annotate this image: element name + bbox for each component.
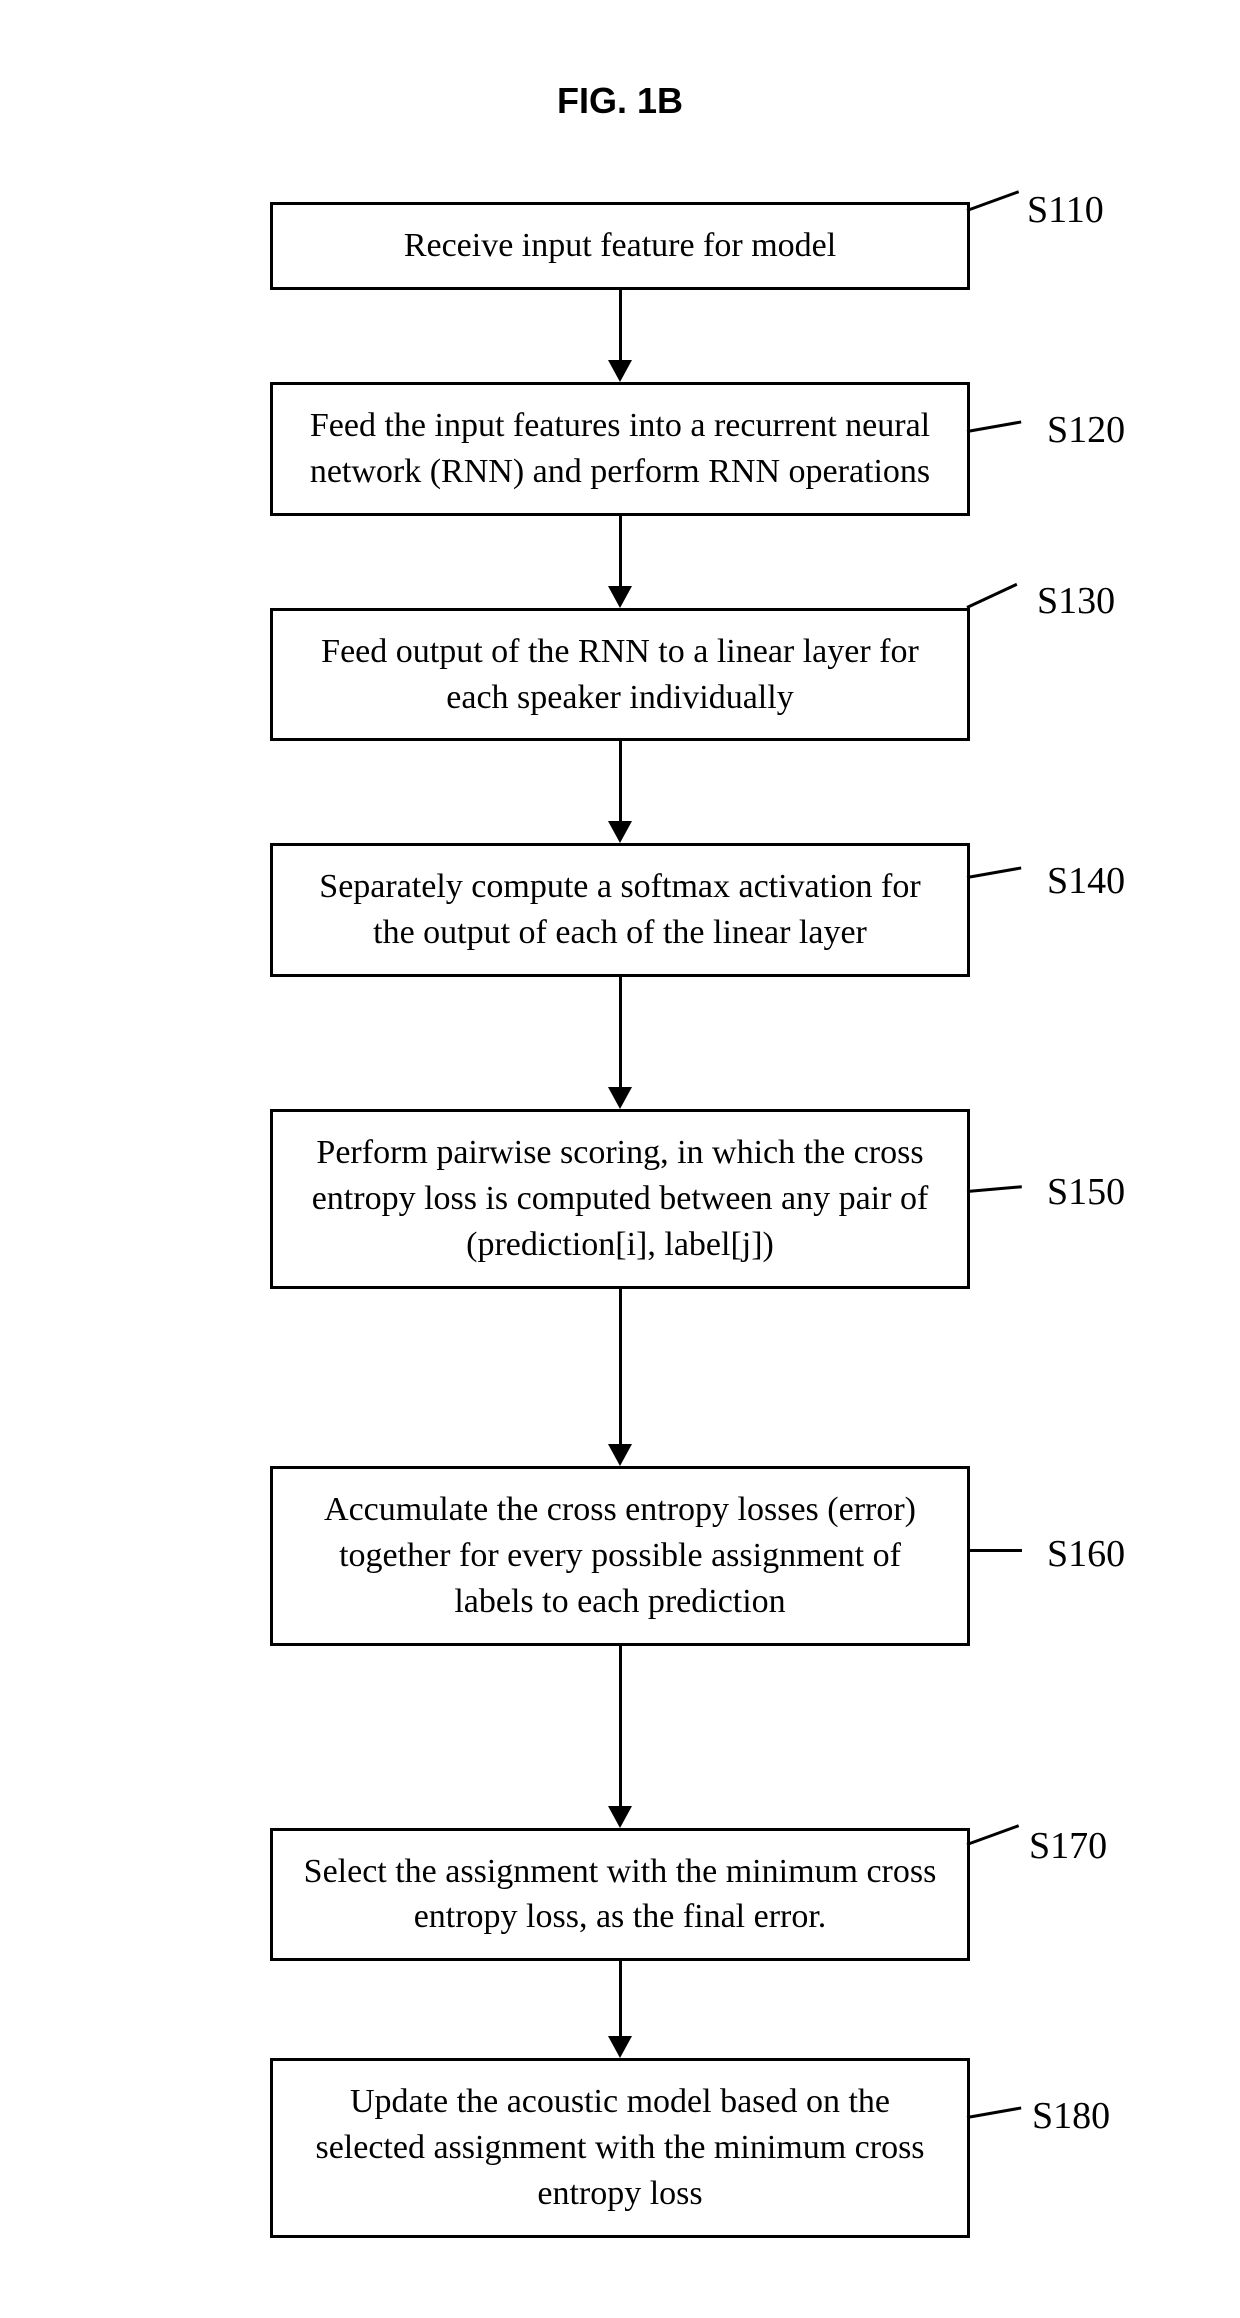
flow-step-s140: Separately compute a softmax activation …: [0, 843, 1240, 977]
step-label: S150: [1047, 1167, 1125, 1218]
arrow-head-icon: [608, 1444, 632, 1466]
flow-step-s110: Receive input feature for modelS110: [0, 202, 1240, 290]
label-connector-line: [967, 1549, 1022, 1552]
flow-arrow: [608, 516, 632, 608]
flow-step-s160: Accumulate the cross entropy losses (err…: [0, 1466, 1240, 1646]
flow-step-s170: Select the assignment with the minimum c…: [0, 1828, 1240, 1962]
label-connector-line: [967, 1185, 1022, 1193]
step-label: S110: [1027, 185, 1104, 236]
flow-step-s120: Feed the input features into a recurrent…: [0, 382, 1240, 516]
flow-step-s150: Perform pairwise scoring, in which the c…: [0, 1109, 1240, 1289]
step-text: Feed the input features into a recurrent…: [303, 403, 937, 495]
flowchart-container: Receive input feature for modelS110 Feed …: [0, 202, 1240, 2238]
step-box-s160: Accumulate the cross entropy losses (err…: [270, 1466, 970, 1646]
label-connector-line: [966, 190, 1019, 212]
flow-arrow: [608, 977, 632, 1109]
step-text: Feed output of the RNN to a linear layer…: [303, 629, 937, 721]
figure-title: FIG. 1B: [0, 80, 1240, 122]
flow-arrow: [608, 290, 632, 382]
step-box-s150: Perform pairwise scoring, in which the c…: [270, 1109, 970, 1289]
flow-arrow: [608, 741, 632, 843]
arrow-line: [619, 741, 622, 821]
arrow-line: [619, 1646, 622, 1806]
step-box-s140: Separately compute a softmax activation …: [270, 843, 970, 977]
step-box-s170: Select the assignment with the minimum c…: [270, 1828, 970, 1962]
label-connector-line: [967, 867, 1022, 880]
arrow-head-icon: [608, 821, 632, 843]
arrow-head-icon: [608, 360, 632, 382]
arrow-line: [619, 1961, 622, 2036]
step-text: Update the acoustic model based on the s…: [303, 2079, 937, 2217]
step-box-s120: Feed the input features into a recurrent…: [270, 382, 970, 516]
step-text: Separately compute a softmax activation …: [303, 864, 937, 956]
step-label: S130: [1037, 576, 1115, 627]
step-label: S160: [1047, 1529, 1125, 1580]
arrow-head-icon: [608, 586, 632, 608]
flow-arrow: [608, 1289, 632, 1466]
step-box-s180: Update the acoustic model based on the s…: [270, 2058, 970, 2238]
step-text: Select the assignment with the minimum c…: [303, 1849, 937, 1941]
arrow-line: [619, 977, 622, 1087]
step-label: S140: [1047, 856, 1125, 907]
arrow-line: [619, 1289, 622, 1444]
step-box-s110: Receive input feature for modelS110: [270, 202, 970, 290]
flow-arrow: [608, 1646, 632, 1828]
step-label: S120: [1047, 405, 1125, 456]
step-text: Receive input feature for model: [303, 223, 937, 269]
arrow-line: [619, 290, 622, 360]
arrow-head-icon: [608, 2036, 632, 2058]
flow-step-s130: Feed output of the RNN to a linear layer…: [0, 608, 1240, 742]
label-connector-line: [966, 583, 1017, 609]
step-box-s130: Feed output of the RNN to a linear layer…: [270, 608, 970, 742]
step-text: Accumulate the cross entropy losses (err…: [303, 1487, 937, 1625]
step-label: S180: [1032, 2091, 1110, 2142]
arrow-line: [619, 516, 622, 586]
step-text: Perform pairwise scoring, in which the c…: [303, 1130, 937, 1268]
label-connector-line: [967, 2107, 1022, 2120]
flow-step-s180: Update the acoustic model based on the s…: [0, 2058, 1240, 2238]
step-label: S170: [1029, 1821, 1107, 1872]
label-connector-line: [966, 1824, 1019, 1846]
arrow-head-icon: [608, 1806, 632, 1828]
arrow-head-icon: [608, 1087, 632, 1109]
label-connector-line: [967, 420, 1022, 433]
flow-arrow: [608, 1961, 632, 2058]
